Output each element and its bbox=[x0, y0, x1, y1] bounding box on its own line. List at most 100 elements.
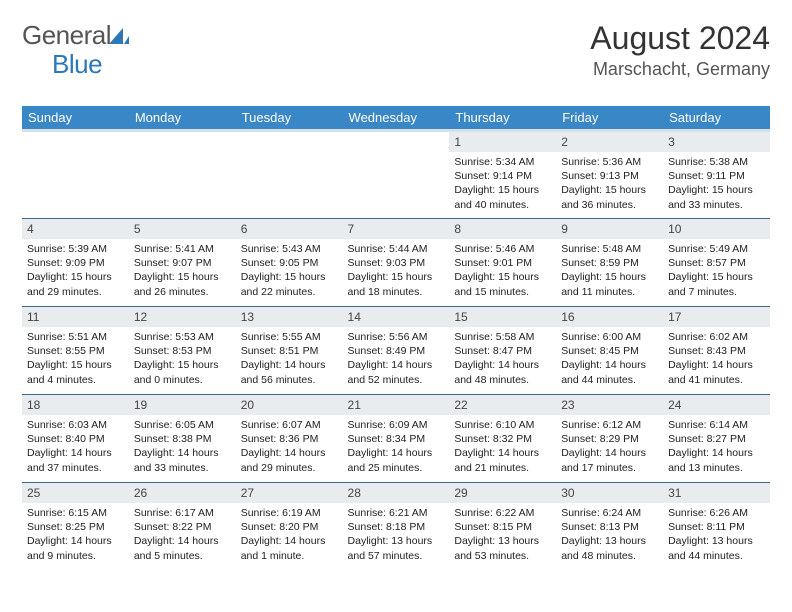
daylight-text: and 48 minutes. bbox=[561, 549, 658, 563]
sunset-text: Sunset: 8:32 PM bbox=[454, 432, 551, 446]
daylight-text: Daylight: 14 hours bbox=[241, 534, 338, 548]
day-number: 16 bbox=[556, 307, 663, 327]
day-details: Sunrise: 6:24 AMSunset: 8:13 PMDaylight:… bbox=[556, 503, 663, 568]
sunset-text: Sunset: 8:29 PM bbox=[561, 432, 658, 446]
day-number: 3 bbox=[663, 132, 770, 152]
sunrise-text: Sunrise: 6:02 AM bbox=[668, 330, 765, 344]
calendar-cell: 29Sunrise: 6:22 AMSunset: 8:15 PMDayligh… bbox=[449, 483, 556, 571]
day-details: Sunrise: 6:03 AMSunset: 8:40 PMDaylight:… bbox=[22, 415, 129, 480]
sunrise-text: Sunrise: 5:38 AM bbox=[668, 155, 765, 169]
sunrise-text: Sunrise: 6:12 AM bbox=[561, 418, 658, 432]
sunset-text: Sunset: 8:15 PM bbox=[454, 520, 551, 534]
daylight-text: and 53 minutes. bbox=[454, 549, 551, 563]
day-number: 14 bbox=[343, 307, 450, 327]
calendar-week-row: 11Sunrise: 5:51 AMSunset: 8:55 PMDayligh… bbox=[22, 307, 770, 395]
sunset-text: Sunset: 8:18 PM bbox=[348, 520, 445, 534]
calendar-cell: 10Sunrise: 5:49 AMSunset: 8:57 PMDayligh… bbox=[663, 219, 770, 307]
day-number: 23 bbox=[556, 395, 663, 415]
day-number: 7 bbox=[343, 219, 450, 239]
sunrise-text: Sunrise: 5:41 AM bbox=[134, 242, 231, 256]
day-details: Sunrise: 6:00 AMSunset: 8:45 PMDaylight:… bbox=[556, 327, 663, 392]
sunrise-text: Sunrise: 5:55 AM bbox=[241, 330, 338, 344]
sunrise-text: Sunrise: 5:46 AM bbox=[454, 242, 551, 256]
logo-general-text: General bbox=[22, 20, 111, 50]
sunrise-text: Sunrise: 5:36 AM bbox=[561, 155, 658, 169]
daylight-text: and 13 minutes. bbox=[668, 461, 765, 475]
sunrise-text: Sunrise: 6:09 AM bbox=[348, 418, 445, 432]
day-number: 25 bbox=[22, 483, 129, 503]
daylight-text: and 56 minutes. bbox=[241, 373, 338, 387]
calendar-week-row: 18Sunrise: 6:03 AMSunset: 8:40 PMDayligh… bbox=[22, 395, 770, 483]
day-number: 24 bbox=[663, 395, 770, 415]
calendar-cell: 4Sunrise: 5:39 AMSunset: 9:09 PMDaylight… bbox=[22, 219, 129, 307]
daylight-text: Daylight: 14 hours bbox=[348, 358, 445, 372]
sunset-text: Sunset: 8:43 PM bbox=[668, 344, 765, 358]
day-details: Sunrise: 5:58 AMSunset: 8:47 PMDaylight:… bbox=[449, 327, 556, 392]
calendar-cell: .. bbox=[129, 131, 236, 219]
sunrise-text: Sunrise: 6:03 AM bbox=[27, 418, 124, 432]
sunset-text: Sunset: 8:55 PM bbox=[27, 344, 124, 358]
day-number: 6 bbox=[236, 219, 343, 239]
day-details: Sunrise: 5:39 AMSunset: 9:09 PMDaylight:… bbox=[22, 239, 129, 304]
calendar-cell: 27Sunrise: 6:19 AMSunset: 8:20 PMDayligh… bbox=[236, 483, 343, 571]
day-details: Sunrise: 5:51 AMSunset: 8:55 PMDaylight:… bbox=[22, 327, 129, 392]
day-number: 5 bbox=[129, 219, 236, 239]
daylight-text: and 1 minute. bbox=[241, 549, 338, 563]
sunset-text: Sunset: 9:01 PM bbox=[454, 256, 551, 270]
sunrise-text: Sunrise: 6:17 AM bbox=[134, 506, 231, 520]
day-number: 31 bbox=[663, 483, 770, 503]
sunset-text: Sunset: 9:07 PM bbox=[134, 256, 231, 270]
daylight-text: and 15 minutes. bbox=[454, 285, 551, 299]
day-header: Monday bbox=[129, 106, 236, 131]
day-details: Sunrise: 5:36 AMSunset: 9:13 PMDaylight:… bbox=[556, 152, 663, 217]
sunrise-text: Sunrise: 6:05 AM bbox=[134, 418, 231, 432]
sunrise-text: Sunrise: 5:53 AM bbox=[134, 330, 231, 344]
daylight-text: and 33 minutes. bbox=[668, 198, 765, 212]
daylight-text: and 57 minutes. bbox=[348, 549, 445, 563]
sunset-text: Sunset: 8:25 PM bbox=[27, 520, 124, 534]
daylight-text: and 37 minutes. bbox=[27, 461, 124, 475]
sunrise-text: Sunrise: 5:48 AM bbox=[561, 242, 658, 256]
calendar-week-row: 4Sunrise: 5:39 AMSunset: 9:09 PMDaylight… bbox=[22, 219, 770, 307]
sunset-text: Sunset: 8:13 PM bbox=[561, 520, 658, 534]
daylight-text: Daylight: 14 hours bbox=[27, 534, 124, 548]
calendar-cell: 24Sunrise: 6:14 AMSunset: 8:27 PMDayligh… bbox=[663, 395, 770, 483]
day-details: Sunrise: 6:05 AMSunset: 8:38 PMDaylight:… bbox=[129, 415, 236, 480]
logo: General Blue bbox=[22, 20, 129, 88]
daylight-text: and 25 minutes. bbox=[348, 461, 445, 475]
sunrise-text: Sunrise: 5:43 AM bbox=[241, 242, 338, 256]
daylight-text: and 33 minutes. bbox=[134, 461, 231, 475]
logo-blue-text: Blue bbox=[52, 49, 102, 79]
daylight-text: Daylight: 15 hours bbox=[561, 183, 658, 197]
calendar-week-row: 25Sunrise: 6:15 AMSunset: 8:25 PMDayligh… bbox=[22, 483, 770, 571]
daylight-text: and 0 minutes. bbox=[134, 373, 231, 387]
sunrise-text: Sunrise: 5:58 AM bbox=[454, 330, 551, 344]
day-header: Wednesday bbox=[343, 106, 450, 131]
sunset-text: Sunset: 8:11 PM bbox=[668, 520, 765, 534]
calendar-cell: 2Sunrise: 5:36 AMSunset: 9:13 PMDaylight… bbox=[556, 131, 663, 219]
day-details: Sunrise: 6:09 AMSunset: 8:34 PMDaylight:… bbox=[343, 415, 450, 480]
day-details: Sunrise: 6:26 AMSunset: 8:11 PMDaylight:… bbox=[663, 503, 770, 568]
sunrise-text: Sunrise: 6:19 AM bbox=[241, 506, 338, 520]
daylight-text: Daylight: 15 hours bbox=[27, 270, 124, 284]
daylight-text: and 29 minutes. bbox=[27, 285, 124, 299]
location-text: Marschacht, Germany bbox=[590, 59, 770, 80]
daylight-text: Daylight: 14 hours bbox=[454, 358, 551, 372]
sunset-text: Sunset: 9:11 PM bbox=[668, 169, 765, 183]
daylight-text: Daylight: 14 hours bbox=[241, 446, 338, 460]
month-title: August 2024 bbox=[590, 20, 770, 57]
day-details: Sunrise: 6:17 AMSunset: 8:22 PMDaylight:… bbox=[129, 503, 236, 568]
sunset-text: Sunset: 8:53 PM bbox=[134, 344, 231, 358]
sunset-text: Sunset: 9:13 PM bbox=[561, 169, 658, 183]
calendar-cell: 13Sunrise: 5:55 AMSunset: 8:51 PMDayligh… bbox=[236, 307, 343, 395]
sunrise-text: Sunrise: 5:51 AM bbox=[27, 330, 124, 344]
calendar-cell: .. bbox=[343, 131, 450, 219]
daylight-text: Daylight: 15 hours bbox=[668, 183, 765, 197]
daylight-text: Daylight: 15 hours bbox=[454, 183, 551, 197]
sunset-text: Sunset: 8:36 PM bbox=[241, 432, 338, 446]
day-number: 30 bbox=[556, 483, 663, 503]
day-number: 21 bbox=[343, 395, 450, 415]
daylight-text: and 17 minutes. bbox=[561, 461, 658, 475]
day-details: Sunrise: 5:34 AMSunset: 9:14 PMDaylight:… bbox=[449, 152, 556, 217]
sunset-text: Sunset: 8:59 PM bbox=[561, 256, 658, 270]
